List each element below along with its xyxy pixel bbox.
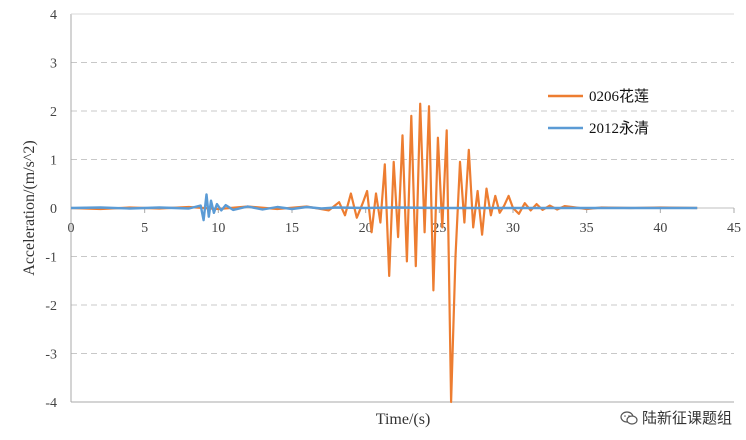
wechat-icon: [620, 410, 638, 425]
y-tick-label: 0: [50, 202, 57, 217]
x-axis-label: Time/(s): [376, 411, 431, 428]
series-lines: [70, 102, 698, 404]
x-tick-label: 0: [68, 221, 75, 236]
x-tick-label: 40: [653, 221, 667, 236]
legend-label: 2012永清: [589, 120, 649, 137]
grid-lines: [71, 62, 734, 354]
series-line-2: [70, 193, 698, 222]
y-axis-label: Acceleration/(m/s^2): [21, 140, 38, 275]
y-ticks: -4 -3 -2 -1 0 1 2 3 4: [45, 8, 57, 411]
x-tick-label: 20: [359, 221, 373, 236]
y-tick-label: -4: [45, 396, 57, 411]
x-tick-label: 45: [727, 221, 741, 236]
y-tick-label: 4: [50, 8, 57, 23]
y-tick-label: 1: [50, 154, 57, 169]
y-tick-label: -3: [45, 348, 57, 363]
y-tick-label: 3: [50, 57, 57, 72]
series-line-1: [70, 102, 698, 404]
x-tick-label: 10: [211, 221, 225, 236]
legend: 0206花莲 2012永清: [548, 88, 649, 137]
y-tick-label: 2: [50, 105, 57, 120]
y-tick-label: -2: [45, 299, 57, 314]
legend-label: 0206花莲: [589, 88, 649, 105]
watermark-text: 陆新征课题组: [641, 409, 732, 427]
x-tick-label: 5: [141, 221, 148, 236]
watermark: 陆新征课题组: [620, 407, 732, 428]
x-tick-label: 35: [580, 221, 594, 236]
x-tick-label: 30: [506, 221, 520, 236]
y-tick-label: -1: [45, 251, 57, 266]
x-tick-label: 15: [285, 221, 299, 236]
